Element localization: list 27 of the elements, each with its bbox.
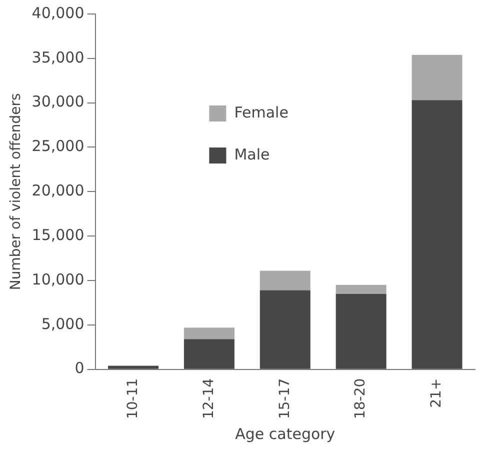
y-tick-label: 15,000 [32,226,84,244]
x-tick-label: 18-20 [352,378,369,420]
x-axis-title: Age category [235,424,336,443]
y-axis-title: Number of violent offenders [8,93,24,290]
legend-label: Female [234,103,288,122]
bar [412,54,462,100]
bar [412,100,462,369]
legend-label: Male [234,145,270,164]
bar [260,270,310,290]
x-tick-label: 12-14 [200,378,217,420]
bar [336,284,386,294]
y-tick-label: 10,000 [32,270,84,288]
x-tick-label: 15-17 [276,378,293,420]
x-tick-label: 21+ [428,378,445,408]
y-tick-label: 35,000 [32,48,84,66]
y-tick-label: 30,000 [32,92,84,111]
bar [260,290,310,369]
bar [184,328,234,340]
y-tick-label: 40,000 [32,4,84,22]
x-tick-label: 10-11 [124,378,141,420]
y-tick-label: 20,000 [32,182,84,200]
y-tick-label: 5,000 [41,314,84,333]
bar [108,366,159,369]
bar [336,294,386,369]
bar [184,339,234,369]
y-tick-label: 25,000 [32,137,84,156]
y-tick-label: 0 [74,359,84,378]
